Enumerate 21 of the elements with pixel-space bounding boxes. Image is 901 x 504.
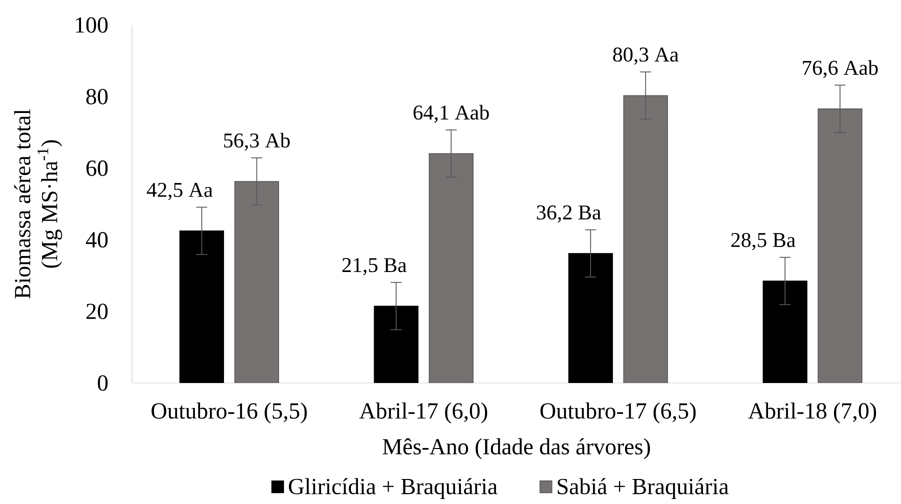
x-tick-label: Outubro-16 (5,5) (152, 402, 307, 424)
data-label: 56,3 Ab (224, 132, 290, 151)
y-tick-label: 60 (86, 160, 108, 176)
data-label: 36,2 Ba (536, 205, 601, 223)
x-axis-title: Mês-Ano (Idade das árvores) (382, 438, 650, 460)
data-label: 28,5 Ba (731, 232, 796, 250)
data-label: 76,6 Aab (802, 60, 878, 78)
x-tick-label: Abril-18 (7,0) (748, 402, 876, 424)
data-label: 21,5 Ba (342, 258, 407, 276)
y-tick-label: 0 (98, 375, 108, 391)
data-label: 42,5 Aa (146, 182, 213, 200)
y-tick-label: 20 (86, 304, 108, 320)
legend-label: Gliricídia + Braquiária (288, 478, 498, 499)
y-tick-label: 100 (76, 17, 108, 33)
data-label: 64,1 Aab (414, 104, 489, 123)
y-tick-label: 40 (86, 232, 108, 248)
x-tick-label: Abril-17 (6,0) (359, 402, 488, 424)
data-label: 80,3 Aa (613, 48, 679, 65)
x-tick-label: Outubro-17 (6,5) (540, 402, 696, 424)
legend-label: Sabiá + Braquiária (558, 478, 729, 499)
y-tick-label: 80 (86, 88, 108, 104)
